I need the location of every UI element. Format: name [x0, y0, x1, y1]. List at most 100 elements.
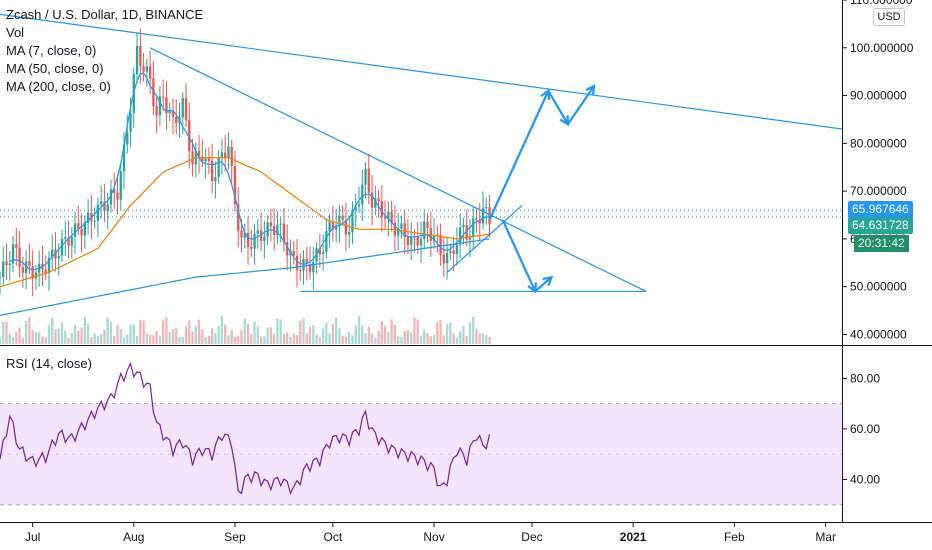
projection-up-path-arrowhead: [585, 84, 596, 96]
candle-body: [11, 244, 15, 264]
candle-body: [220, 152, 224, 158]
volume-bar: [367, 326, 370, 344]
candle-body: [184, 98, 188, 121]
ma-price-tag: 64.631728: [848, 216, 913, 234]
volume-bar: [472, 316, 475, 344]
candle-body: [312, 261, 315, 273]
candle-body: [403, 223, 406, 237]
volume-bar: [126, 334, 129, 344]
candle-body: [152, 78, 155, 107]
candle-body: [432, 234, 436, 241]
candle-body: [100, 201, 103, 205]
trendline: [446, 204, 523, 273]
volume-bar: [106, 317, 109, 344]
volume-bar: [305, 333, 308, 344]
volume-bar: [34, 331, 38, 344]
volume-bar: [416, 319, 419, 344]
volume-bar: [0, 338, 2, 344]
candle-body: [70, 236, 73, 246]
price-tick-label: 100.000000: [850, 41, 914, 55]
volume-bar: [439, 320, 442, 344]
volume-bar: [70, 332, 73, 344]
candle-body: [73, 223, 77, 237]
volume-bar: [351, 335, 354, 344]
candle-body: [282, 223, 286, 242]
volume-bar: [31, 330, 34, 344]
volume-bar: [214, 333, 217, 344]
candle-body: [113, 189, 116, 193]
price-tick-label: 40.000000: [850, 327, 907, 341]
volume-bar: [397, 336, 400, 344]
time-tick-label: 2021: [620, 530, 647, 544]
candle-body: [472, 218, 475, 237]
volume-bar: [263, 336, 266, 344]
candle-body: [276, 224, 279, 235]
volume-bar: [436, 322, 439, 344]
volume-bar: [354, 325, 357, 344]
volume-bar: [93, 333, 96, 344]
volume-bar: [357, 316, 361, 344]
volume-bar: [28, 317, 31, 344]
volume-bar: [5, 322, 8, 344]
volume-bar: [155, 330, 158, 344]
candle-body: [139, 46, 142, 67]
candle-body: [60, 238, 64, 256]
volume-bar: [54, 329, 57, 344]
volume-bar: [207, 335, 211, 344]
volume-bar: [406, 330, 410, 344]
candle-body: [354, 206, 357, 210]
volume-bar: [272, 333, 276, 344]
volume-bar: [51, 318, 54, 344]
projection-down-path: [501, 219, 553, 293]
price-tick-label: 110.000000: [850, 0, 913, 7]
volume-bar: [308, 326, 312, 344]
candle-body: [96, 204, 100, 221]
candle-body: [191, 151, 194, 165]
candle-body: [266, 222, 269, 237]
volume-bar: [60, 322, 64, 344]
candle-body: [468, 236, 472, 240]
candle-body: [217, 157, 220, 178]
ma7-line: [9, 72, 490, 271]
candle-body: [393, 222, 397, 236]
volume-bar: [119, 328, 122, 344]
volume-bar: [432, 334, 436, 344]
volume-bar: [181, 337, 184, 344]
time-tick-label: Feb: [724, 530, 745, 544]
volume-bar: [15, 332, 18, 344]
volume-bar: [449, 322, 452, 344]
candle-body: [439, 235, 442, 255]
volume-bar: [465, 335, 468, 344]
candle-body: [357, 204, 361, 207]
candle-body: [44, 269, 47, 274]
volume-bar: [344, 336, 348, 344]
volume-bar: [175, 328, 178, 344]
legend-vol: Vol: [6, 25, 25, 40]
projection-up-path-arrowhead: [559, 115, 570, 127]
volume-bar: [165, 317, 168, 344]
volume-bar: [374, 337, 377, 344]
volume-bar: [201, 329, 204, 344]
volume-bar: [100, 334, 103, 344]
candle-body: [462, 225, 465, 228]
candle-body: [15, 244, 18, 248]
candle-body: [367, 168, 370, 193]
trendline: [149, 47, 647, 292]
volume-bar: [64, 330, 67, 344]
volume-bar: [364, 333, 367, 344]
projection-down-path-arrowhead: [527, 282, 537, 294]
volume-bar: [462, 325, 465, 344]
volume-bar: [335, 317, 338, 344]
price-tick-label: 90.000000: [850, 89, 907, 103]
candle-body: [377, 198, 380, 202]
volume-bar: [86, 324, 90, 344]
volume-bar: [282, 334, 286, 344]
candle-body: [269, 222, 273, 227]
candle-body: [233, 166, 237, 205]
candle-body: [455, 244, 459, 254]
currency-button[interactable]: USD: [873, 8, 905, 26]
candle-body: [364, 168, 367, 185]
volume-bar: [171, 329, 175, 344]
volume-bar: [230, 329, 233, 344]
